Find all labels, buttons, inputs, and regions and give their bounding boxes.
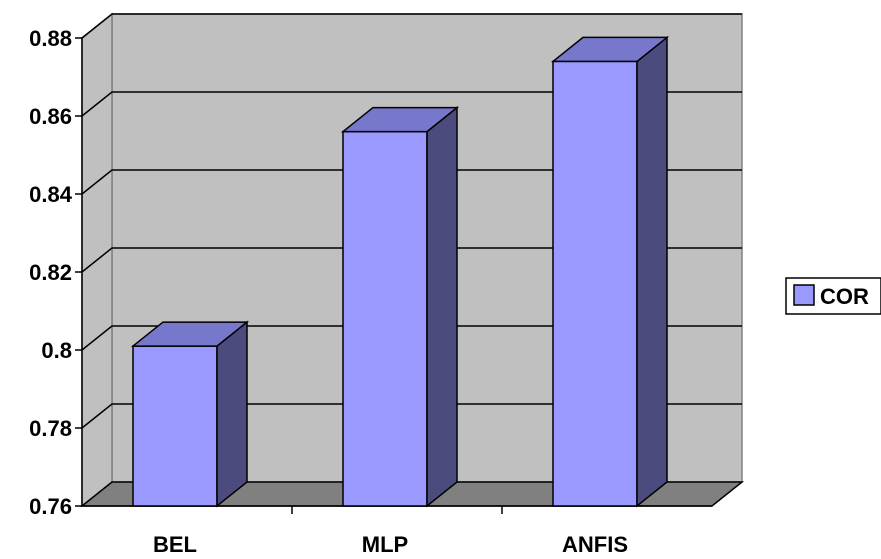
legend: COR: [785, 277, 881, 315]
bar: [130, 320, 250, 508]
x-category-label: BEL: [153, 532, 197, 557]
gridline: [81, 247, 742, 273]
bar-top: [550, 36, 670, 63]
y-tick-label: 0.88: [29, 26, 72, 51]
bar: [340, 106, 460, 508]
bar-top: [130, 321, 250, 347]
bar-top: [340, 106, 460, 133]
bar-front: [552, 60, 638, 507]
y-tick-label: 0.82: [29, 260, 72, 285]
gridlines: [81, 13, 742, 429]
gridline: [81, 325, 742, 351]
gridline: [81, 91, 742, 117]
bar-side: [426, 106, 458, 508]
y-tick-label: 0.8: [41, 338, 72, 363]
y-tick-label: 0.76: [29, 494, 72, 519]
x-category-labels: BEL MLP ANFIS: [153, 532, 628, 557]
legend-swatch: [793, 284, 815, 306]
y-tick-label: 0.86: [29, 104, 72, 129]
bar-side: [216, 320, 248, 508]
x-category-label: ANFIS: [562, 532, 628, 557]
bar-front: [342, 130, 428, 507]
gridline: [81, 403, 742, 429]
x-category-label: MLP: [362, 532, 408, 557]
y-tick-label: 0.84: [29, 182, 73, 207]
bars: [130, 35, 670, 508]
gridline: [81, 13, 742, 39]
bar: [550, 35, 670, 508]
bar-front: [132, 345, 218, 507]
y-tick-label: 0.78: [29, 416, 72, 441]
legend-label: COR: [820, 284, 869, 309]
gridline: [81, 169, 742, 195]
bar-side: [636, 35, 668, 508]
y-tick-labels: 0.76 0.78 0.8 0.82 0.84 0.86 0.88: [29, 26, 73, 519]
